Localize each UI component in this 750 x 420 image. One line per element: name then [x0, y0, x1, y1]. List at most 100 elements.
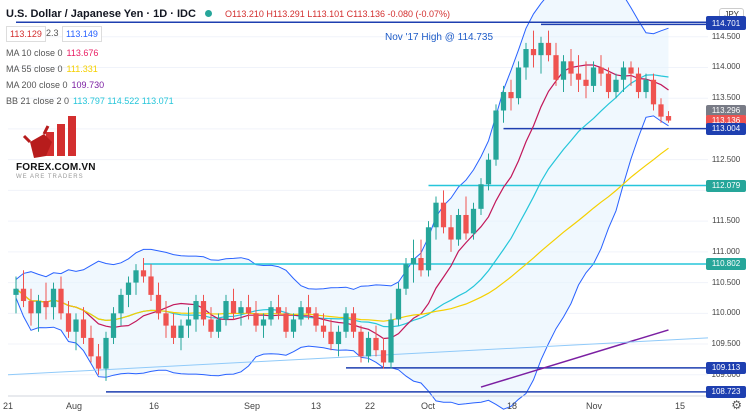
candle-body	[508, 92, 514, 99]
candle-body	[328, 331, 334, 345]
candle-body	[125, 282, 132, 295]
candle-body	[260, 319, 267, 326]
candle-body	[155, 294, 162, 314]
candle-body	[223, 301, 229, 320]
candle-body	[230, 301, 237, 314]
ohlc-values: O113.210 H113.291 L113.101 C113.136 -0.0…	[225, 9, 451, 19]
candle-body	[403, 264, 409, 289]
candle-body	[493, 110, 499, 160]
candle-body	[545, 42, 552, 56]
time-tick-label: Aug	[65, 401, 83, 411]
indicator-bb[interactable]: BB 21 close 2 0 113.797 114.522 113.071	[6, 96, 174, 106]
price-tick-label: 111.000	[712, 246, 740, 256]
candle-body	[613, 79, 619, 93]
candle-body	[395, 288, 402, 320]
candle-body	[80, 319, 87, 338]
indicator-ma55[interactable]: MA 55 close 0 111.331	[6, 64, 98, 74]
candle-body	[35, 301, 42, 314]
candle-body	[448, 227, 454, 240]
bid-price-box[interactable]: 113.129	[6, 26, 46, 42]
indicator-label: BB 21 close 2 0	[6, 96, 70, 106]
candle-body	[515, 67, 522, 99]
ask-price-box[interactable]: 113.149	[62, 26, 102, 42]
price-tick-label: 114.000	[711, 62, 741, 72]
candle-body	[238, 307, 244, 314]
candle-body	[335, 331, 342, 345]
candle-body	[530, 49, 537, 56]
time-tick-label: 22	[364, 401, 376, 411]
symbol-title: U.S. Dollar / Japanese Yen · 1D · IDC	[6, 8, 196, 20]
bollinger-lower	[15, 115, 669, 410]
candle-body	[463, 214, 469, 234]
price-tick-label: 109.500	[711, 339, 741, 349]
candle-body	[253, 313, 259, 326]
forex-bull-logo	[22, 116, 76, 158]
candle-body	[43, 301, 49, 308]
time-tick-label: 16	[148, 401, 160, 411]
trend-line	[7, 337, 709, 376]
price-tick-label: 111.500	[712, 216, 740, 226]
candle-body	[185, 319, 192, 326]
price-tag: 114.701	[706, 18, 746, 31]
price-tag: 110.802	[706, 258, 746, 271]
price-tick-label: 114.500	[711, 31, 741, 41]
price-tag: 113.004	[706, 122, 746, 135]
candle-body	[13, 288, 19, 295]
candle-body	[373, 337, 379, 351]
candle-body	[103, 337, 109, 369]
time-tick-label: 21	[2, 401, 14, 411]
candle-body	[388, 319, 394, 363]
candle-body	[440, 202, 447, 228]
price-tick-label: 112.500	[711, 154, 741, 164]
indicator-ma200[interactable]: MA 200 close 0 109.730	[6, 80, 104, 90]
time-tick-label: 18	[506, 401, 518, 411]
candle-body	[643, 79, 649, 93]
candle-body	[88, 337, 94, 357]
settings-gear-icon[interactable]: ⚙	[731, 398, 742, 412]
candle-body	[628, 67, 634, 74]
candle-body	[178, 325, 184, 338]
bollinger-upper	[15, 0, 669, 290]
candle-body	[275, 307, 282, 314]
candle-body	[268, 307, 274, 320]
candle-body	[148, 276, 154, 295]
price-tag: 108.723	[706, 385, 746, 398]
price-tag: 112.079	[706, 179, 746, 192]
chart-header: U.S. Dollar / Japanese Yen · 1D · IDC O1…	[6, 8, 450, 20]
candle-body	[193, 301, 199, 320]
candle-body	[425, 227, 432, 271]
candle-body	[455, 214, 462, 240]
candle-body	[20, 288, 27, 302]
candle-body	[95, 356, 102, 369]
candle-body	[73, 319, 79, 332]
ma55-line	[15, 147, 669, 322]
candle-body	[350, 313, 357, 332]
nov17-high-annotation: Nov '17 High @ 114.735	[385, 32, 494, 43]
price-tick-label: 113.500	[711, 93, 741, 103]
candle-body	[418, 258, 424, 271]
candle-body	[118, 294, 124, 314]
candle-body	[215, 319, 222, 332]
indicator-ma10[interactable]: MA 10 close 0 113.676	[6, 48, 98, 58]
candle-body	[650, 79, 657, 105]
candle-body	[568, 61, 574, 74]
candle-body	[433, 202, 439, 228]
candle-body	[313, 313, 319, 326]
candle-body	[170, 325, 177, 338]
candle-body	[523, 49, 529, 68]
price-tick-label: 110.500	[711, 277, 741, 287]
indicator-label: MA 55 close 0	[6, 64, 63, 74]
time-tick-label: 15	[674, 401, 686, 411]
candle-body	[65, 313, 72, 332]
candle-body	[478, 184, 484, 209]
candle-body	[200, 301, 207, 320]
indicator-label: MA 10 close 0	[6, 48, 63, 58]
time-tick-label: Oct	[420, 401, 436, 411]
candle-body	[538, 42, 544, 56]
candle-body	[485, 159, 492, 185]
price-tick-label: 109.000	[711, 369, 741, 379]
candle-body	[500, 92, 507, 111]
price-tag: 113.296	[706, 104, 746, 117]
candle-body	[50, 288, 57, 308]
